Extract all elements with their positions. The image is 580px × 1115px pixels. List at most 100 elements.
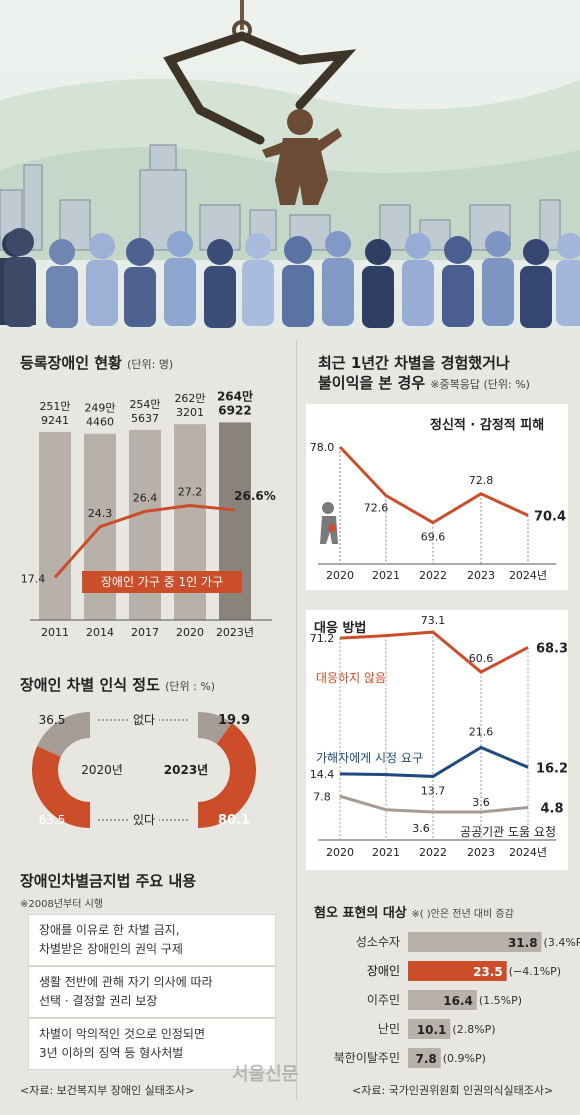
donut-2020-no (37, 712, 90, 757)
reg-note-box (82, 571, 242, 593)
resp-name-0: 대응하지 않음 (316, 671, 386, 685)
donut-no-label: 없다 (133, 713, 155, 727)
emo-x-tick-4: 2024년 (509, 569, 547, 582)
emo-label-4: 70.4 (534, 509, 566, 524)
hate-change-3: (2.8%P) (452, 1023, 495, 1036)
law-item-1: 장애를 이유로 한 차별 금지, 차별받은 장애인의 권익 구제 (28, 914, 276, 966)
hate-cat-2: 이주민 (367, 993, 400, 1007)
emo-x-tick-3: 2023 (467, 569, 495, 582)
donut-2020-no-value: 36.5 (39, 713, 66, 727)
response-chart: 2020 2021 2022 2023 2024년 71.2 73.1 60.6 68.3 14.… (310, 614, 568, 859)
resp-label-2-2: 3.6 (412, 822, 430, 835)
emo-label-2: 69.6 (421, 531, 446, 544)
resp-label-2-0: 7.8 (313, 790, 331, 803)
donut-2023-yes (198, 722, 256, 828)
hate-change-0: (3.4%P) (544, 936, 580, 949)
hate-bar-2 (408, 990, 477, 1010)
reg-bar-label-a-0: 251만 (39, 400, 70, 413)
resp-x-tick-4: 2024년 (509, 846, 547, 859)
hate-cat-3: 난민 (378, 1022, 400, 1036)
hate-cat-0: 성소수자 (356, 935, 400, 949)
resp-x-tick-2: 2022 (419, 846, 447, 859)
donut-2023-yes-value: 80.1 (218, 813, 250, 828)
reg-bar-label-b-3: 3201 (176, 406, 204, 419)
donut-2023-no-value: 19.9 (218, 713, 250, 728)
right-title-line2-text: 불이익을 본 경우 (318, 374, 426, 392)
emotional-panel (306, 404, 568, 590)
reg-x-tick-2: 2017 (131, 626, 159, 639)
emotional-chart: 2020 2021 2022 2023 2024년 78.0 72.6 69.6 72.8 70.… (310, 441, 566, 582)
registered-title: 등록장애인 현황 (단위: 명) (20, 352, 173, 373)
resp-label-0-3: 60.6 (469, 652, 494, 665)
donut-2020-yes (32, 746, 90, 828)
resp-line-2 (339, 794, 529, 814)
hate-value-2: 16.4 (443, 994, 473, 1008)
reg-bar-0 (39, 431, 71, 620)
resp-x-tick-3: 2023 (467, 846, 495, 859)
reg-line-label-2: 26.4 (133, 491, 158, 504)
right-title-note: ※중복응답 (단위: %) (430, 378, 530, 391)
resp-label-0-2: 73.1 (421, 614, 446, 627)
hate-bar-0 (408, 932, 542, 952)
reg-bar-label-a-1: 249만 (84, 402, 115, 415)
law-title: 장애인차별금지법 주요 내용 (20, 872, 197, 890)
emo-label-3: 72.8 (469, 474, 494, 487)
resp-label-1-2: 13.7 (421, 784, 446, 797)
hate-value-0: 31.8 (508, 936, 538, 950)
hate-bar-4 (408, 1048, 441, 1068)
law-item-2-line2: 선택 · 결정할 권리 보장 (39, 994, 158, 1008)
divider (296, 340, 297, 1100)
reg-line-label-3: 27.2 (178, 486, 203, 499)
reg-x-tick-1: 2014 (86, 626, 114, 639)
donut-yes-label: 있다 (133, 813, 155, 827)
resp-x-tick-0: 2020 (326, 846, 354, 859)
reg-x-tick-0: 2011 (41, 626, 69, 639)
header-illustration (0, 0, 580, 330)
resp-x-tick-1: 2021 (372, 846, 400, 859)
donut-no-bg (129, 712, 159, 726)
hate-change-2: (1.5%P) (479, 994, 522, 1007)
hate-note: ※( )안은 전년 대비 증감 (411, 909, 514, 920)
reg-bar-label-a-2: 254만 (129, 398, 160, 411)
registered-unit: (단위: 명) (127, 358, 174, 371)
resp-label-1-4: 16.2 (536, 761, 568, 776)
reg-line-label-4: 26.6% (234, 489, 276, 503)
resp-label-0-0: 71.2 (310, 632, 335, 645)
emo-line (338, 445, 529, 525)
donut-2023-no (198, 712, 232, 745)
watermark: 서울신문 (232, 1064, 299, 1085)
donut-2020-year: 2020년 (81, 763, 123, 777)
resp-name-2: 공공기관 도움 요청 (460, 825, 556, 839)
hate-value-1: 23.5 (473, 965, 503, 979)
hate-title-text: 혐오 표현의 대상 (314, 906, 407, 921)
reg-bar-label-b-1: 4460 (86, 416, 114, 429)
response-title: 대응 방법 (314, 621, 367, 636)
law-item-2-line1: 생활 전반에 관해 자기 의사에 따라 (39, 975, 213, 989)
hate-chart: 성소수자 31.8 (3.4%P) 장애인 23.5 (−4.1%P) 이주민 16.4 (1.… (334, 932, 580, 1068)
reg-line-label-0: 17.4 (21, 572, 46, 585)
emo-label-0: 78.0 (310, 441, 335, 454)
reg-line (53, 504, 236, 579)
donut-2023-year: 2023년 (164, 763, 208, 777)
donut-2020-yes-value: 63.5 (39, 813, 66, 827)
reg-x-tick-3: 2020 (176, 626, 204, 639)
resp-label-1-0: 14.4 (310, 768, 335, 781)
law-note: ※2008년부터 시행 (20, 899, 104, 910)
resp-label-1-3: 21.6 (469, 725, 494, 738)
perception-title-text: 장애인 차별 인식 정도 (20, 676, 160, 694)
resp-label-2-4: 4.8 (540, 802, 563, 817)
resp-label-2-3: 3.6 (472, 796, 490, 809)
hurt-person-icon (320, 502, 338, 544)
hate-bar-3 (408, 1019, 451, 1039)
law-item-2: 생활 전반에 관해 자기 의사에 따라 선택 · 결정할 권리 보장 (28, 966, 276, 1018)
reg-line-label-1: 24.3 (88, 507, 113, 520)
resp-line-0 (339, 630, 529, 674)
hate-cat-4: 북한이탈주민 (334, 1051, 400, 1065)
law-item-1-line1: 장애를 이유로 한 차별 금지, (39, 923, 180, 937)
reg-bar-label-b-2: 5637 (131, 412, 159, 425)
emo-x-tick-2: 2022 (419, 569, 447, 582)
hate-value-3: 10.1 (417, 1023, 447, 1037)
law-item-3-line1: 차별이 악의적인 것으로 인정되면 (39, 1027, 206, 1041)
